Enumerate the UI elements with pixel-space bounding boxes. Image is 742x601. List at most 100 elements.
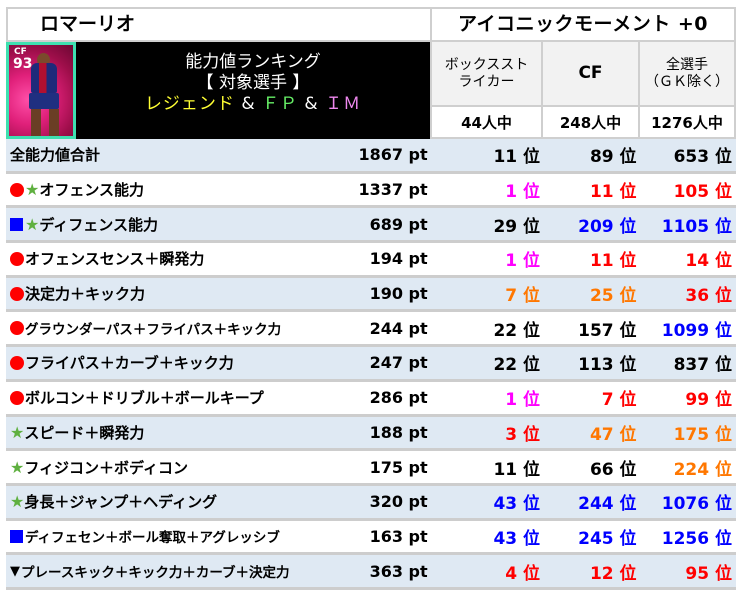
table-row: オフェンスセンス＋瞬発力 194 pt 1 位 11 位 14 位 <box>6 243 736 278</box>
rank-col2: 244 位 <box>578 494 637 515</box>
row-points: 320 pt <box>369 492 428 512</box>
legend-label: レジェンド <box>144 94 235 114</box>
table-row: 決定力＋キック力 190 pt 7 位 25 位 36 位 <box>6 277 736 313</box>
col3-count: 1276人中 <box>640 107 736 139</box>
row-label: ★ スピード＋瞬発力 <box>6 422 322 443</box>
rank-col3: 1076 位 <box>661 494 732 515</box>
rank-col1: 43 位 <box>493 528 541 549</box>
player-card-image: CF 93 <box>6 42 76 139</box>
row-label-text: フィジコン＋ボディコン <box>24 458 188 477</box>
green-star-icon: ★ <box>25 180 40 200</box>
rank-col3: 837 位 <box>673 355 732 376</box>
row-points: 286 pt <box>369 388 428 408</box>
red-circle-icon <box>10 355 24 370</box>
amp-2: & <box>298 94 326 114</box>
row-points: 163 pt <box>369 526 428 546</box>
row-label: オフェンスセンス＋瞬発力 <box>6 248 322 269</box>
red-circle-icon <box>10 251 24 266</box>
row-label-text: 決定力＋キック力 <box>25 285 146 304</box>
col3-title-line1: 全選手 <box>666 56 708 73</box>
row-label: ★ ディフェンス能力 <box>6 214 322 235</box>
rank-col3: 95 位 <box>685 563 732 584</box>
col3-title-line2: （ＧＫ除く） <box>645 73 729 90</box>
im-label: ＩＭ <box>325 94 362 114</box>
row-label: グラウンダーパス＋フライパス＋キック力 <box>6 318 322 338</box>
rank-col1: 4 位 <box>505 563 541 584</box>
rank-col3: 105 位 <box>673 182 732 203</box>
ranking-table: ロマーリオ アイコニックモーメント +0 CF 93 能力値ランキング 【 対象… <box>6 7 736 590</box>
col-header-cf: CF <box>543 42 640 107</box>
row-points: 363 pt <box>369 561 428 581</box>
amp-1: & <box>234 94 262 114</box>
row-label-text: 身長＋ジャンプ＋ヘディング <box>24 493 218 512</box>
rank-col1: 1 位 <box>505 251 541 272</box>
row-label-text: ディフェンス能力 <box>39 215 158 234</box>
table-row: ▼ プレースキック＋キック力＋カーブ＋決定力 363 pt 4 位 12 位 95 位 <box>6 555 736 590</box>
card-type: アイコニックモーメント +0 <box>430 7 736 42</box>
player-legs-shape <box>31 109 59 136</box>
row-label-text: オフェンスセンス＋瞬発力 <box>25 250 205 269</box>
row-label: ディフェセン＋ボール奪取＋アグレッシブ <box>6 526 322 546</box>
row-points: 1337 pt <box>358 180 428 200</box>
green-star-icon: ★ <box>10 457 25 477</box>
col-header-box-striker: ボックススト ライカー <box>430 42 543 107</box>
rank-col1: 1 位 <box>505 390 541 411</box>
rank-col2: 66 位 <box>589 459 637 480</box>
rank-col3: 14 位 <box>685 251 732 272</box>
row-label: ★ 身長＋ジャンプ＋ヘディング <box>6 491 322 512</box>
row-points: 175 pt <box>369 457 428 477</box>
column-headers: ボックススト ライカー CF 全選手 （ＧＫ除く） 44人中 248人中 1276人… <box>430 42 736 139</box>
table-row: グラウンダーパス＋フライパス＋キック力 244 pt 22 位 157 位 1099 位 <box>6 312 736 348</box>
rank-col2: 209 位 <box>578 216 637 237</box>
rank-col3: 653 位 <box>673 147 732 168</box>
banner: CF 93 能力値ランキング 【 対象選手 】 レジェンド & ＦＰ & ＩＭ <box>6 42 430 139</box>
banner-row: CF 93 能力値ランキング 【 対象選手 】 レジェンド & ＦＰ & ＩＭ … <box>6 42 736 139</box>
col1-count: 44人中 <box>430 107 543 139</box>
rank-col1: 11 位 <box>493 147 541 168</box>
red-circle-icon <box>10 321 24 336</box>
rank-col3: 224 位 <box>673 459 732 480</box>
table-row: 全能力値合計 1867 pt 11 位 89 位 653 位 <box>6 139 736 174</box>
rank-col1: 22 位 <box>493 320 541 341</box>
red-circle-icon <box>10 390 24 405</box>
col1-title-line2: ライカー <box>458 73 515 90</box>
rank-col2: 245 位 <box>578 528 637 549</box>
table-row: ディフェセン＋ボール奪取＋アグレッシブ 163 pt 43 位 245 位 1256 位 <box>6 520 736 556</box>
table-row: ボルコン＋ドリブル＋ボールキープ 286 pt 1 位 7 位 99 位 <box>6 381 736 417</box>
red-circle-icon <box>10 182 24 197</box>
table-row: ★ フィジコン＋ボディコン 175 pt 11 位 66 位 224 位 <box>6 451 736 486</box>
row-points: 247 pt <box>369 353 428 373</box>
rank-col1: 43 位 <box>493 494 541 515</box>
col-header-all-players: 全選手 （ＧＫ除く） <box>640 42 736 107</box>
row-label-text: フライパス＋カーブ＋キック力 <box>25 354 234 373</box>
player-name: ロマーリオ <box>6 7 430 42</box>
rank-col1: 29 位 <box>493 216 541 237</box>
col1-title-line1: ボックススト <box>444 56 529 73</box>
rank-col3: 175 位 <box>673 424 732 445</box>
row-points: 190 pt <box>369 284 428 304</box>
rank-col2: 157 位 <box>578 320 637 341</box>
rank-col1: 3 位 <box>505 424 541 445</box>
row-label: ★ オフェンス能力 <box>6 179 322 200</box>
rank-col2: 7 位 <box>601 390 637 411</box>
player-jersey-shape <box>31 63 57 93</box>
row-label-text: オフェンス能力 <box>39 181 145 200</box>
rank-col1: 11 位 <box>493 459 541 480</box>
table-row: ★ オフェンス能力 1337 pt 1 位 11 位 105 位 <box>6 173 736 209</box>
rank-col3: 36 位 <box>685 286 732 307</box>
rank-col1: 1 位 <box>505 182 541 203</box>
blue-square-icon <box>10 217 23 231</box>
rank-col2: 89 位 <box>589 147 637 168</box>
rank-col3: 1105 位 <box>661 216 732 237</box>
col2-count: 248人中 <box>543 107 640 139</box>
row-label: ★ フィジコン＋ボディコン <box>6 457 322 478</box>
rank-col2: 11 位 <box>589 182 637 203</box>
row-points: 244 pt <box>369 318 428 338</box>
rank-col2: 113 位 <box>578 355 637 376</box>
col2-title: CF <box>578 63 603 83</box>
row-points: 689 pt <box>369 214 428 234</box>
player-shorts-shape <box>29 93 59 109</box>
title-row: ロマーリオ アイコニックモーメント +0 <box>6 7 736 42</box>
rank-col1: 7 位 <box>505 286 541 307</box>
fp-label: ＦＰ <box>262 94 298 114</box>
